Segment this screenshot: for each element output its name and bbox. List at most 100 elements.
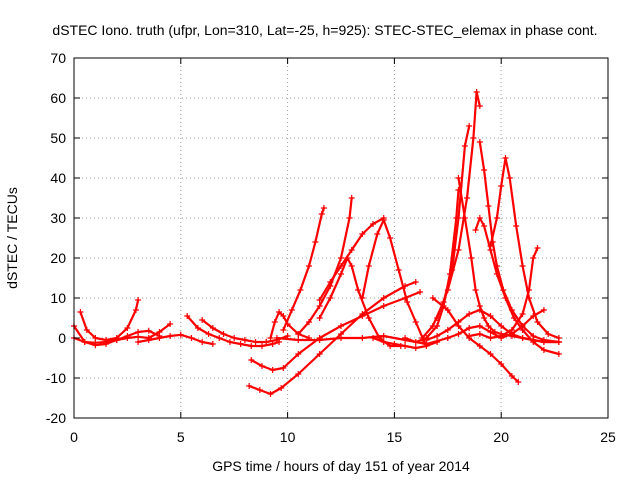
y-tick-label: 10 <box>50 290 66 306</box>
data-point <box>487 329 494 335</box>
y-tick-label: 0 <box>58 330 66 346</box>
data-point <box>370 221 377 227</box>
data-point <box>280 313 287 319</box>
data-point <box>338 323 344 329</box>
data-point <box>498 323 505 329</box>
chart-title: dSTEC Iono. truth (ufpr, Lon=310, Lat=-2… <box>52 22 597 38</box>
data-point <box>327 295 334 301</box>
data-point <box>412 345 419 351</box>
y-tick-label: 20 <box>50 250 66 266</box>
data-point <box>132 307 139 313</box>
data-point <box>135 297 142 303</box>
data-point <box>103 339 110 345</box>
data-point <box>199 339 206 345</box>
series-line <box>72 322 172 344</box>
data-point <box>502 155 509 161</box>
data-point <box>338 255 344 261</box>
data-point <box>380 295 387 301</box>
data-point <box>184 313 191 319</box>
data-point <box>455 247 462 253</box>
series-arc-01 <box>77 297 142 343</box>
data-point <box>476 323 483 329</box>
data-point <box>395 267 402 273</box>
data-point <box>429 323 436 329</box>
data-point <box>555 339 562 345</box>
series-line <box>436 90 481 320</box>
data-point <box>316 297 323 303</box>
data-point <box>423 337 430 343</box>
data-point <box>216 335 223 341</box>
data-point <box>348 247 355 253</box>
data-point <box>434 339 441 345</box>
data-point <box>404 299 411 305</box>
series-arc-11 <box>246 279 419 397</box>
data-point <box>316 351 323 357</box>
data-point <box>402 343 409 349</box>
data-point <box>246 383 253 389</box>
data-point <box>444 327 451 333</box>
y-tick-label: 70 <box>50 50 66 66</box>
series-line <box>457 176 560 344</box>
data-point <box>508 331 515 337</box>
data-point <box>226 339 233 345</box>
y-axis-label: dSTEC / TECUs <box>4 187 20 289</box>
data-point <box>295 337 302 343</box>
data-point <box>461 143 468 149</box>
data-point <box>135 339 142 345</box>
data-point <box>455 175 462 181</box>
data-point <box>312 239 319 245</box>
data-point <box>412 319 419 325</box>
data-point <box>156 329 163 335</box>
data-point <box>209 325 216 331</box>
data-point <box>167 321 174 327</box>
data-point <box>498 335 505 341</box>
data-point <box>530 255 537 261</box>
data-point <box>472 287 479 293</box>
data-series <box>71 89 562 397</box>
data-point <box>327 279 334 285</box>
data-point <box>476 331 483 337</box>
y-tick-label: 60 <box>50 90 66 106</box>
data-point <box>487 313 494 319</box>
data-point <box>209 341 216 347</box>
data-point <box>519 311 526 317</box>
data-point <box>391 341 398 347</box>
data-point <box>256 387 263 393</box>
series-arc-20 <box>455 175 562 345</box>
series-line <box>404 188 460 344</box>
data-point <box>476 139 483 145</box>
x-tick-label: 20 <box>493 429 509 445</box>
data-point <box>476 343 483 349</box>
series-line <box>318 256 402 348</box>
series-arc-09 <box>295 195 355 337</box>
series-arc-12 <box>248 289 424 373</box>
data-point <box>545 331 552 337</box>
data-point <box>124 325 131 331</box>
data-point <box>220 331 227 337</box>
series-arc-14 <box>359 217 428 345</box>
data-point <box>472 227 479 233</box>
data-point <box>444 287 451 293</box>
data-point <box>359 231 366 237</box>
data-point <box>476 307 483 313</box>
data-point <box>419 335 426 341</box>
data-point <box>355 287 362 293</box>
data-point <box>359 335 366 341</box>
data-point <box>316 315 323 321</box>
data-point <box>417 289 424 295</box>
data-point <box>156 335 163 341</box>
data-point <box>555 351 562 357</box>
data-point <box>498 361 505 367</box>
data-point <box>276 309 283 315</box>
data-point <box>316 303 323 309</box>
data-point <box>481 315 488 321</box>
data-point <box>145 327 152 334</box>
data-point <box>348 263 355 269</box>
data-point <box>263 339 270 345</box>
data-point <box>338 335 344 341</box>
y-tick-label: 50 <box>50 130 66 146</box>
data-point <box>346 215 353 221</box>
y-tick-label: 30 <box>50 210 66 226</box>
data-point <box>487 243 494 249</box>
